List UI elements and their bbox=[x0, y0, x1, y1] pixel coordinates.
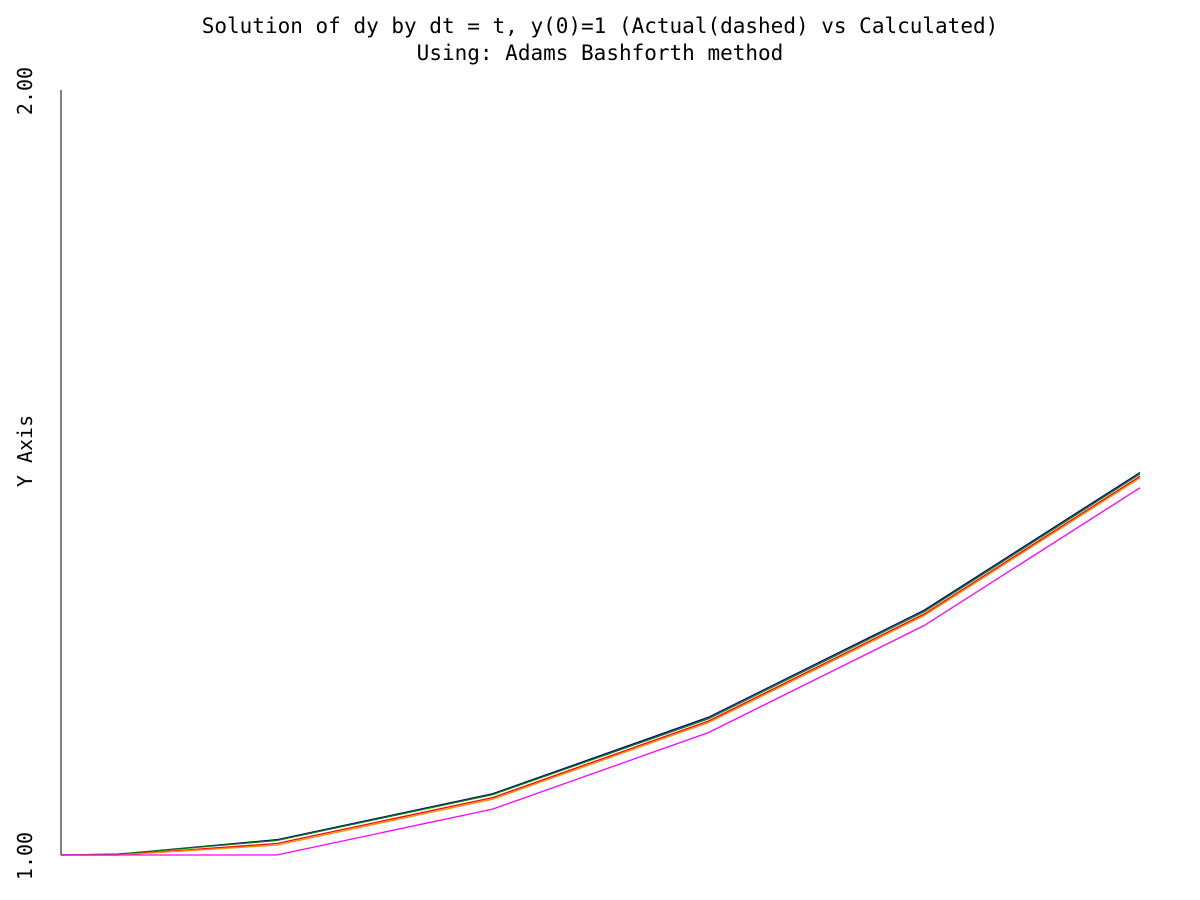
series-line-1 bbox=[60, 471, 1141, 856]
y-tick-label-bottom: 1.00 bbox=[13, 832, 37, 880]
y-tick-label-top: 2.00 bbox=[13, 67, 37, 115]
y-axis-label: Y Axis bbox=[13, 415, 37, 487]
series-layer bbox=[60, 471, 1141, 856]
series-line-5 bbox=[61, 487, 1141, 856]
series-line-4 bbox=[61, 477, 1141, 856]
series-line-2 bbox=[60, 473, 1141, 856]
chart-subtitle: Using: Adams Bashforth method bbox=[417, 41, 784, 65]
series-line-3 bbox=[61, 475, 1141, 856]
chart-title: Solution of dy by dt = t, y(0)=1 (Actual… bbox=[202, 14, 999, 38]
